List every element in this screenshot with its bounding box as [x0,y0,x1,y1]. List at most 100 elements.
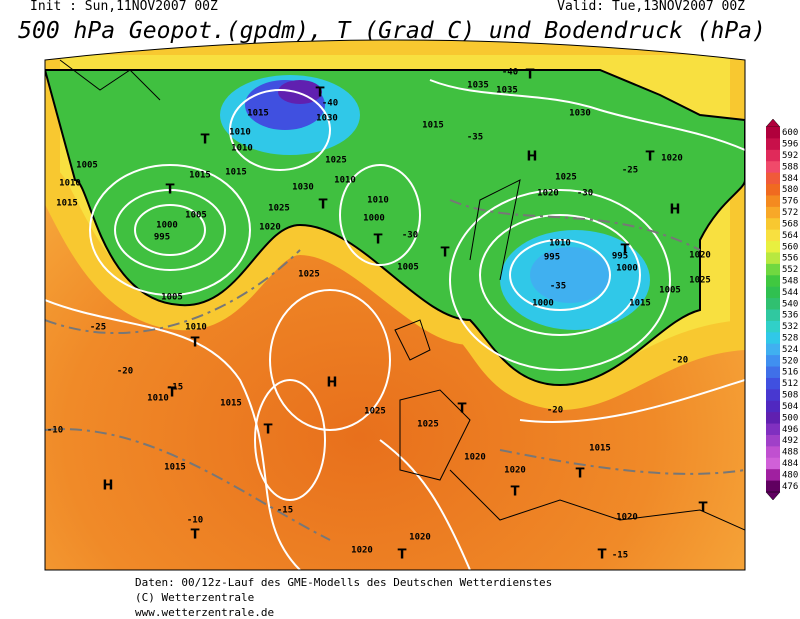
pressure-center-label: T [598,548,607,563]
contour-label: 1000 [363,214,385,224]
contour-label: -20 [672,356,688,366]
contour-label: 1025 [689,276,711,286]
pressure-center-label: T [168,386,177,401]
contour-label: 1010 [59,179,81,189]
contour-label: 1020 [689,251,711,261]
colorbar-label: 580 [782,185,798,195]
colorbar-label: 596 [782,140,798,150]
colorbar-swatch [766,377,780,390]
colorbar-swatch [766,184,780,196]
colorbar-swatch [766,389,780,402]
pressure-center-label: T [511,485,520,500]
colorbar-label: 548 [782,276,798,286]
contour-label: 1020 [537,189,559,199]
colorbar-label: 576 [782,197,798,207]
pressure-center-label: T [264,423,273,438]
contour-label: 1015 [422,121,444,131]
colorbar-swatch [766,400,780,413]
colorbar-label: 508 [782,391,798,401]
contour-label: 1015 [247,109,269,119]
colorbar-bottom-cap [765,491,781,501]
contour-label: -30 [402,231,418,241]
colorbar-swatch [766,332,780,345]
colorbar-swatch [766,138,780,151]
colorbar-label: 532 [782,322,798,332]
contour-label: 1005 [76,161,98,171]
colorbar-label: 524 [782,345,798,355]
contour-label: 1020 [661,154,683,164]
colorbar-top-cap [765,118,781,128]
contour-label: 1015 [164,463,186,473]
colorbar-label: 504 [782,402,798,412]
trough-center [530,247,610,303]
pressure-center-label: T [191,528,200,543]
colorbar-swatch [766,206,780,219]
pressure-center-label: T [576,467,585,482]
colorbar-label: 568 [782,219,798,229]
contour-label: 1020 [464,453,486,463]
pressure-center-label: T [374,233,383,248]
map-frame [44,39,746,571]
colorbar-label: 540 [782,299,798,309]
colorbar-swatch [766,434,780,447]
contour-label: 1000 [616,264,638,274]
contour-label: 1020 [351,546,373,556]
contour-label: -20 [547,406,563,416]
pressure-center-label: T [526,68,535,83]
colorbar-swatch [766,343,780,356]
contour-label: 1025 [298,270,320,280]
contour-label: 1010 [334,176,356,186]
colorbar-swatch [766,252,780,265]
contour-label: -40 [502,68,518,78]
colorbar-swatch [766,320,780,333]
colorbar-label: 520 [782,356,798,366]
colorbar-label: 592 [782,151,798,161]
footer-line: Daten: 00/12z-Lauf des GME-Modells des D… [135,576,552,589]
contour-label: -35 [467,133,483,143]
map-area [45,40,745,570]
contour-label: 1015 [189,171,211,181]
contour-label: 1030 [569,109,591,119]
pressure-center-label: T [201,133,210,148]
colorbar-label: 584 [782,174,798,184]
pressure-center-label: T [441,246,450,261]
contour-label: -25 [622,166,638,176]
colorbar-label: 560 [782,242,798,252]
colorbar-label: 492 [782,436,798,446]
contour-label: -25 [90,323,106,333]
contour-label: -15 [612,551,628,561]
colorbar-swatch [766,218,780,231]
colorbar-label: 556 [782,254,798,264]
contour-label: 1035 [496,86,518,96]
contour-label: -15 [167,383,183,393]
isotherms [45,199,745,541]
colorbar-swatch [766,275,780,288]
colorbar-swatch [766,286,780,299]
colorbar-label: 512 [782,379,798,389]
pressure-center-label: T [319,198,328,213]
colorbar-label: 476 [782,482,798,492]
colorbar-label: 544 [782,288,798,298]
colorbar-swatch [766,161,780,174]
contour-label: 1015 [220,399,242,409]
contour-label: 1025 [268,204,290,214]
footer-line: www.wetterzentrale.de [135,606,274,619]
colorbar-swatch [766,263,780,276]
pressure-center-label: T [646,150,655,165]
contour-label: -10 [47,426,63,436]
coastlines [59,59,745,531]
colorbar-swatch [766,355,780,368]
contour-label: 1025 [417,420,439,430]
pressure-center-label: H [103,479,114,494]
colorbar-label: 588 [782,162,798,172]
contour-label: 1010 [549,239,571,249]
contour-label: -40 [322,99,338,109]
colorbar-swatch [766,469,780,482]
colorbar-swatch [766,457,780,470]
contour-label: 1020 [504,466,526,476]
contour-label: 1030 [292,183,314,193]
colorbar-label: 536 [782,311,798,321]
contour-label: 995 [154,233,170,243]
contour-label: 1005 [659,286,681,296]
